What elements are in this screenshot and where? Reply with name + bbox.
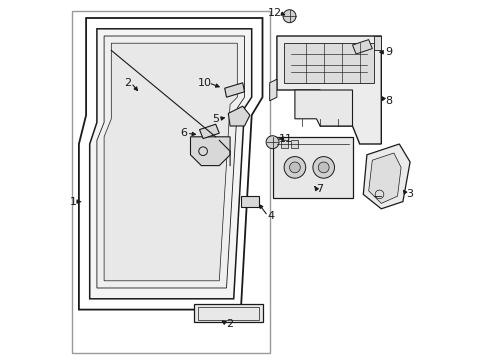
Polygon shape (224, 83, 244, 97)
Polygon shape (241, 196, 258, 207)
Text: 4: 4 (267, 211, 274, 221)
Polygon shape (104, 43, 237, 281)
Polygon shape (294, 90, 352, 126)
Polygon shape (269, 79, 276, 101)
Polygon shape (194, 304, 262, 322)
Polygon shape (276, 36, 381, 144)
Circle shape (312, 157, 334, 178)
Polygon shape (373, 36, 381, 50)
Text: 9: 9 (384, 47, 391, 57)
Polygon shape (352, 40, 371, 54)
Text: 2: 2 (226, 319, 233, 329)
Circle shape (284, 157, 305, 178)
Polygon shape (284, 43, 373, 83)
Polygon shape (228, 106, 249, 126)
Polygon shape (368, 153, 400, 203)
Text: 11: 11 (278, 134, 292, 144)
Text: 2: 2 (123, 78, 131, 88)
Bar (280, 140, 287, 148)
Polygon shape (97, 36, 244, 288)
Circle shape (283, 10, 295, 23)
Text: 1: 1 (70, 197, 77, 207)
Text: 8: 8 (384, 96, 391, 106)
Bar (291, 140, 298, 148)
Polygon shape (273, 137, 352, 198)
Text: 6: 6 (180, 128, 186, 138)
Circle shape (265, 136, 279, 149)
Text: 7: 7 (316, 184, 323, 194)
Text: 10: 10 (198, 78, 211, 88)
Text: 5: 5 (212, 114, 219, 124)
Polygon shape (363, 144, 409, 209)
Polygon shape (190, 137, 230, 166)
Circle shape (318, 162, 328, 173)
Polygon shape (89, 29, 251, 299)
Polygon shape (199, 124, 219, 139)
Text: 12: 12 (267, 8, 282, 18)
Text: 3: 3 (406, 189, 413, 199)
Circle shape (289, 162, 300, 173)
